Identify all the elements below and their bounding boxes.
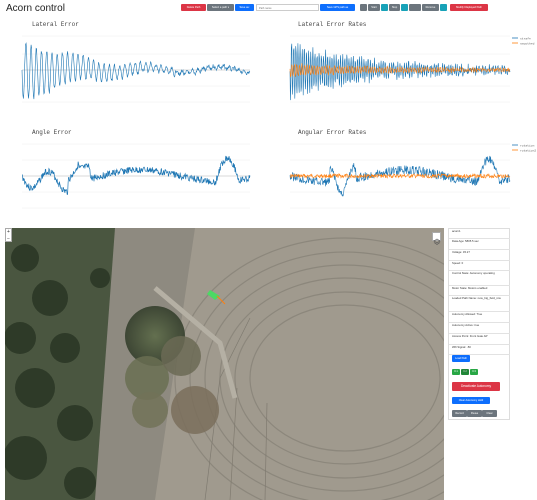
layers-icon[interactable] [432,232,441,245]
delete-path-button[interactable]: Delete Path [181,4,206,11]
select-path-dropdown[interactable]: Select a path ▾ [207,4,234,11]
zoom-control[interactable]: + − [5,228,12,242]
robot-name: acorn1 [449,229,510,239]
zoom-out-button[interactable]: − [7,235,10,242]
pause-button[interactable]: Pause [467,410,482,417]
sm-button-5[interactable] [440,4,447,11]
app-title: Acorn control [6,3,65,14]
autonomy-allowed: Autonomy Allowed: True [449,312,510,323]
legend-angular-rates: rotation rotation2 [512,144,536,153]
map-imagery [5,228,444,500]
deactivate-autonomy-button[interactable]: Deactivate Autonomy [452,382,500,391]
plot-lateral-rates [289,35,511,103]
load-path-button[interactable]: Load Path [452,355,470,362]
speed-option-0-3[interactable]: 0.3 [470,369,478,375]
clear-autonomy-hold-button[interactable]: Clear Autonomy Hold [452,397,490,404]
zoom-in-button[interactable]: + [7,229,10,235]
speed: Speed: 0 [449,261,510,271]
modify-path-button[interactable]: Modify Displayed Path [450,4,488,11]
plot-angular-rates [289,143,511,209]
legend-item-rotation2: rotation2 [520,149,536,153]
save-as-button[interactable]: Save as: [235,4,254,11]
stop-button[interactable]: Stop [389,4,400,11]
chart-title-angle-error: Angle Error [32,129,72,136]
legend-item-rotation: rotation [520,144,535,148]
save-gps-path-button[interactable]: Save GPS path as [320,4,355,11]
data-age: Data Age: 5805.5 sec [449,239,510,250]
sm-button-3[interactable] [401,4,408,11]
autonomy-active: Autonomy Active: true [449,323,510,334]
satellite-map[interactable] [5,228,444,500]
wifi-signal: Wifi Signal: -50 [449,345,510,355]
record-button[interactable]: Record [452,410,467,417]
path-name-input[interactable]: Path name [256,4,319,11]
start-button[interactable]: Start [368,4,380,11]
legend-item-strafe: strafe [520,37,531,41]
loaded-path: Loaded Path Name: new_big_field_row [449,296,510,312]
chart-title-lateral-rates: Lateral Error Rates [298,21,367,28]
control-state: Control State: Autonomy operating [449,271,510,286]
sm-button-4[interactable] [409,4,421,11]
chevron-down-icon: ▾ [227,6,230,9]
sm-button-2[interactable] [381,4,388,11]
robot-marker[interactable] [207,290,220,300]
status-panel: acorn1 Data Age: 5805.5 sec Voltage: 45.… [448,228,510,420]
select-path-label: Select a path [211,6,228,9]
clear-button[interactable]: Clear [482,410,497,417]
sm-button-1[interactable] [360,4,367,11]
remove-button[interactable]: Remove [422,4,439,11]
plot-angle-error [21,143,251,209]
plot-lateral-error [21,35,251,103]
speed-option-0-2[interactable]: 0.2 [461,369,469,375]
chart-title-lateral-error: Lateral Error [32,21,79,28]
access-point: Access Point: Front Gate AP [449,334,510,345]
chart-title-angular-rates: Angular Error Rates [298,129,367,136]
voltage: Voltage: 45.27 [449,250,510,261]
legend-lateral-rates: strafe smoothed [512,37,535,46]
charts-area: Lateral Error Lateral Error Rates Angle … [21,21,536,209]
legend-item-smoothed: smoothed [520,42,535,46]
motor-state: Motor State: Motors enabled [449,286,510,296]
speed-option-0-1[interactable]: 0.1 [452,369,460,375]
